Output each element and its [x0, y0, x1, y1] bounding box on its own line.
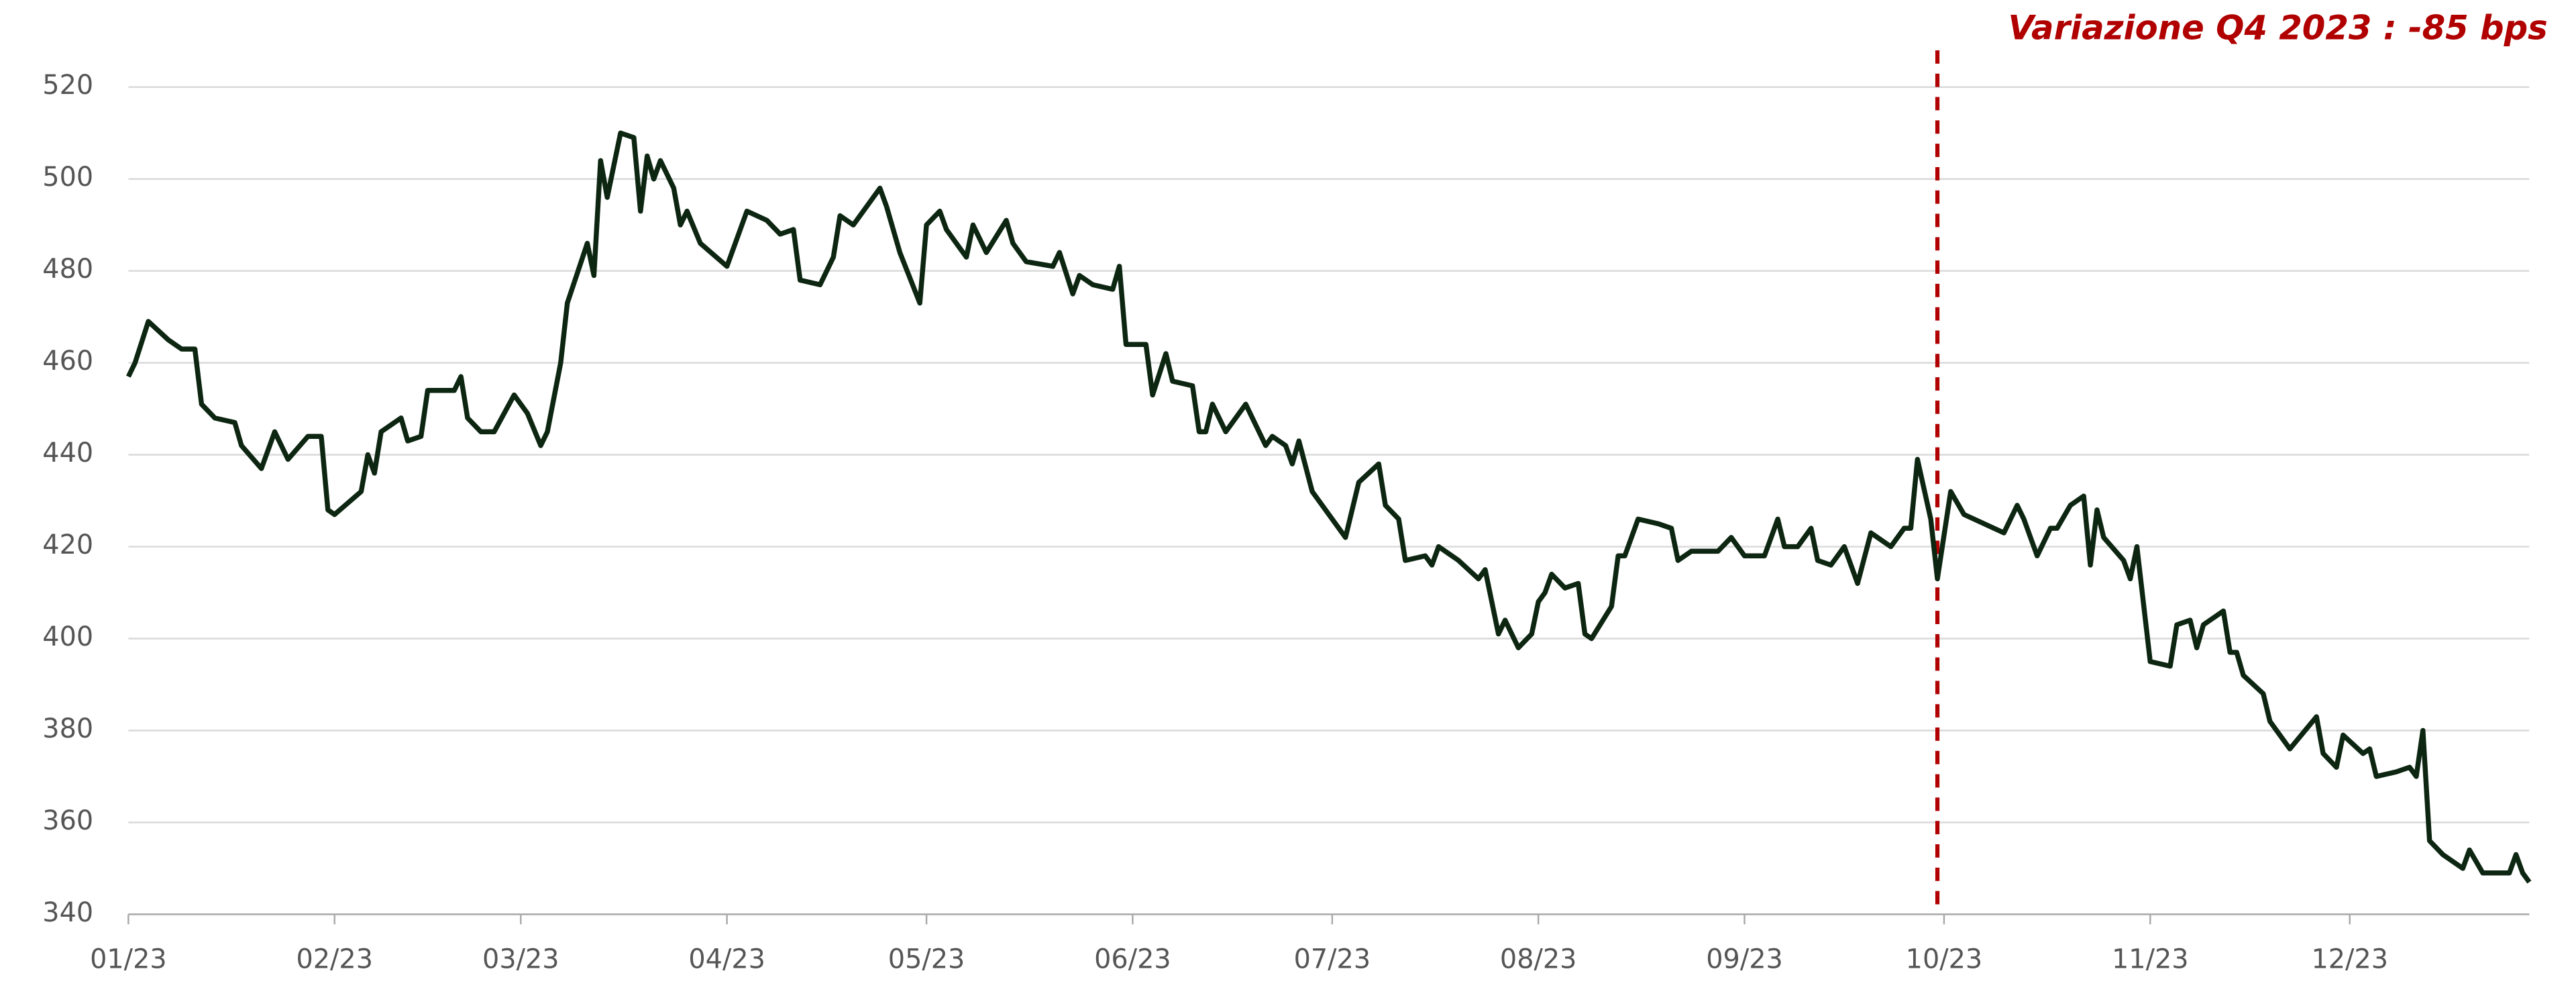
x-tick-label: 09/23 — [1706, 944, 1783, 975]
y-tick-label: 380 — [42, 713, 93, 744]
y-tick-label: 360 — [42, 805, 93, 836]
y-tick-label: 460 — [42, 346, 93, 376]
y-tick-label: 440 — [42, 438, 93, 468]
x-tick-label: 11/23 — [2112, 944, 2189, 975]
x-tick-label: 04/23 — [688, 944, 765, 975]
x-tick-label: 06/23 — [1094, 944, 1171, 975]
x-tick-label: 01/23 — [90, 944, 167, 975]
y-tick-label: 420 — [42, 530, 93, 560]
y-tick-label: 480 — [42, 254, 93, 285]
x-tick-label: 03/23 — [482, 944, 559, 975]
x-tick-label: 10/23 — [1906, 944, 1983, 975]
line — [126, 130, 2532, 884]
x-tick-label: 02/23 — [296, 944, 373, 975]
x-tick-label: 08/23 — [1500, 944, 1577, 975]
annotation: Variazione Q4 2023 : -85 bps — [2008, 9, 2547, 48]
x-tick-label: 12/23 — [2311, 944, 2388, 975]
y-tick-label: 340 — [42, 897, 93, 928]
x-tick-label: 05/23 — [888, 944, 965, 975]
y-tick-label: 520 — [42, 70, 93, 101]
y-tick-label: 500 — [42, 162, 93, 193]
x-tick-label: 07/23 — [1294, 944, 1371, 975]
y-tick-label: 400 — [42, 621, 93, 652]
